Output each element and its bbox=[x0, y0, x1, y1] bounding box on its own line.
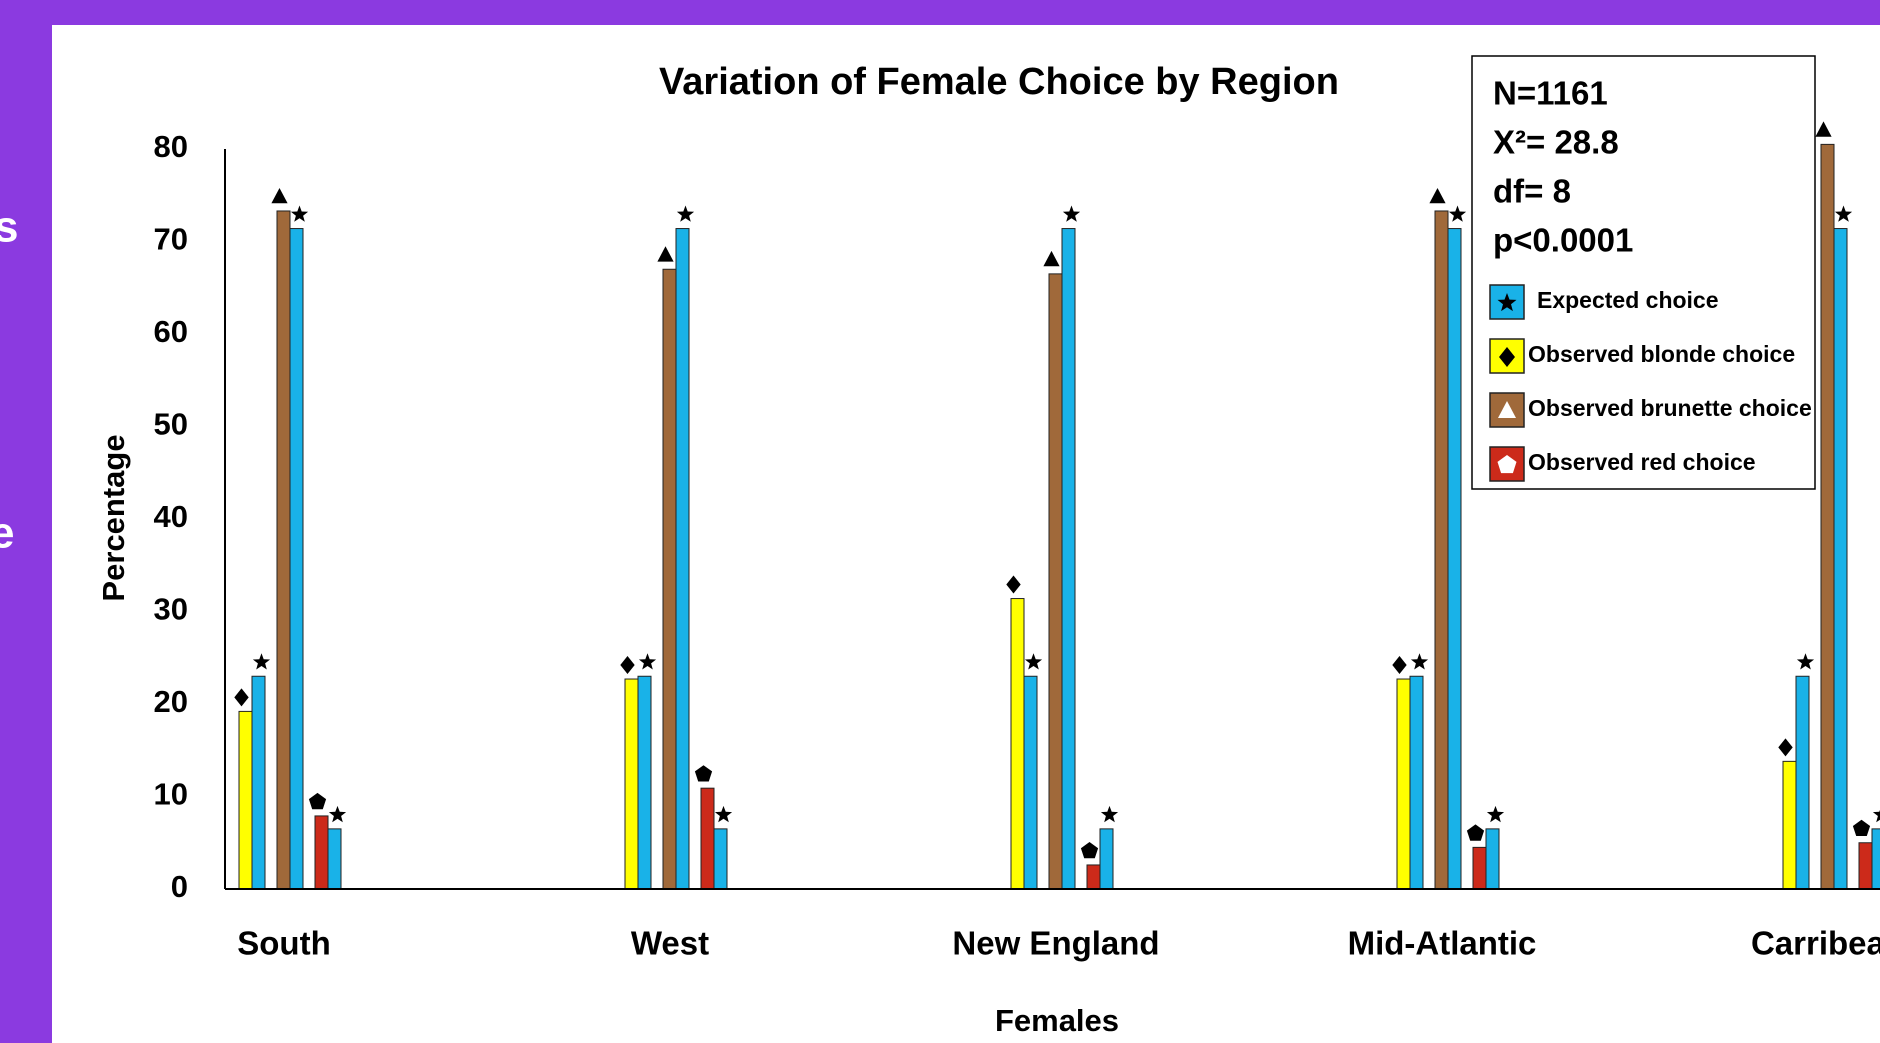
stat-annotation: N=1161 bbox=[1493, 75, 1608, 112]
bar-marker bbox=[694, 765, 713, 782]
bar-marker bbox=[638, 653, 657, 670]
stat-annotation: df= 8 bbox=[1493, 173, 1571, 210]
stat-annotation: p<0.0001 bbox=[1493, 222, 1633, 259]
bar-marker bbox=[1796, 653, 1815, 670]
bar-marker bbox=[1815, 121, 1832, 137]
bar bbox=[327, 828, 342, 890]
x-axis-label: Females bbox=[995, 1003, 1119, 1038]
bar bbox=[713, 828, 728, 890]
y-tick-label: 30 bbox=[154, 592, 188, 627]
bar bbox=[1409, 675, 1424, 890]
bar bbox=[1023, 675, 1038, 890]
y-tick-label: 70 bbox=[154, 222, 188, 257]
bar bbox=[1061, 228, 1076, 890]
bar bbox=[1858, 842, 1873, 890]
bar-marker bbox=[714, 805, 733, 823]
legend-box bbox=[1471, 55, 1816, 490]
bar-marker bbox=[1043, 250, 1060, 267]
bar bbox=[238, 710, 253, 890]
bar-marker bbox=[1080, 842, 1099, 859]
bar-marker bbox=[1834, 205, 1853, 222]
bar bbox=[675, 228, 690, 890]
bar bbox=[1434, 210, 1449, 890]
legend-label: Expected choice bbox=[1537, 287, 1719, 313]
y-tick-label: 20 bbox=[154, 684, 188, 719]
legend-marker bbox=[1497, 455, 1517, 474]
y-tick-label: 40 bbox=[154, 499, 188, 534]
x-tick-label: West bbox=[631, 925, 709, 962]
bar-marker bbox=[271, 188, 288, 204]
legend-label: Observed blonde choice bbox=[1528, 341, 1795, 367]
legend-marker bbox=[1498, 401, 1516, 418]
bar bbox=[1472, 846, 1487, 890]
y-tick-label: 0 bbox=[171, 869, 188, 904]
x-tick-label: Mid-Atlantic bbox=[1348, 925, 1537, 962]
bar bbox=[1099, 828, 1114, 890]
bar bbox=[1447, 228, 1462, 890]
bar-marker bbox=[1466, 824, 1485, 841]
bar bbox=[624, 678, 639, 890]
x-tick-label: South bbox=[237, 925, 330, 962]
bar-marker bbox=[1872, 809, 1880, 823]
bar-marker bbox=[252, 653, 271, 670]
bar-marker bbox=[1024, 653, 1043, 670]
bar-marker bbox=[234, 688, 249, 707]
bar bbox=[1871, 828, 1880, 890]
bar bbox=[276, 210, 291, 890]
bar bbox=[662, 268, 677, 890]
y-tick-label: 60 bbox=[154, 314, 188, 349]
y-tick-label: 50 bbox=[154, 407, 188, 442]
bar bbox=[1010, 598, 1025, 890]
x-tick-label: New England bbox=[952, 925, 1159, 962]
bar bbox=[1396, 678, 1411, 890]
bar bbox=[1048, 273, 1063, 890]
bar-marker bbox=[1100, 805, 1119, 823]
bar bbox=[1485, 828, 1500, 890]
legend-marker bbox=[1497, 293, 1517, 312]
slide-fragment: s bbox=[0, 203, 18, 252]
bar-marker bbox=[657, 246, 674, 262]
y-axis-label: Percentage bbox=[96, 434, 131, 601]
bar bbox=[700, 787, 715, 890]
bar-marker bbox=[620, 656, 635, 674]
y-tick-label: 80 bbox=[154, 129, 188, 164]
bar bbox=[289, 228, 304, 890]
y-tick-label: 10 bbox=[154, 777, 188, 812]
legend-marker bbox=[1499, 347, 1515, 367]
stat-annotation: X²= 28.8 bbox=[1493, 124, 1619, 161]
slide-fragment: e bbox=[0, 509, 14, 558]
chart-title: Variation of Female Choice by Region bbox=[659, 61, 1339, 103]
legend-label: Observed brunette choice bbox=[1528, 395, 1812, 421]
bar-marker bbox=[1392, 656, 1407, 674]
bar-marker bbox=[1410, 653, 1429, 670]
bar-marker bbox=[1448, 205, 1467, 222]
bar-marker bbox=[308, 792, 327, 810]
bar bbox=[1086, 864, 1101, 890]
legend-swatch bbox=[1489, 446, 1525, 482]
bar bbox=[314, 815, 329, 890]
bar bbox=[1795, 675, 1810, 890]
bar-marker bbox=[1062, 205, 1081, 222]
bar-marker bbox=[1778, 738, 1793, 757]
x-tick-label: Carribean bbox=[1751, 925, 1880, 962]
bar bbox=[1833, 228, 1848, 890]
bar-marker bbox=[1486, 805, 1505, 823]
bar bbox=[1782, 760, 1797, 890]
bar-marker bbox=[290, 205, 309, 222]
bar bbox=[637, 675, 652, 890]
bar-marker bbox=[1852, 819, 1871, 836]
bar-marker bbox=[1006, 575, 1021, 594]
bar bbox=[1820, 143, 1835, 890]
legend-label: Observed red choice bbox=[1528, 449, 1756, 475]
bar bbox=[251, 675, 266, 890]
bar-marker bbox=[676, 205, 695, 222]
bar-marker bbox=[328, 805, 347, 823]
bar-marker bbox=[1429, 188, 1446, 204]
